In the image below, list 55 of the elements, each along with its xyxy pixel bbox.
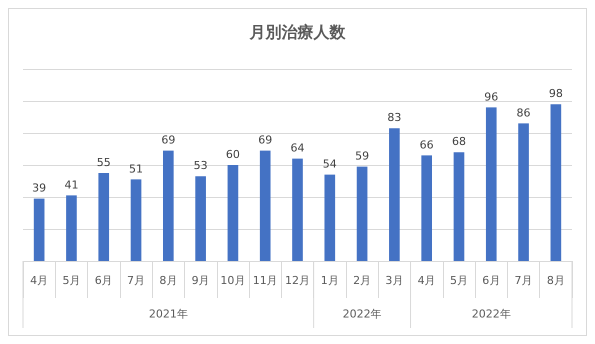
data-label: 83 bbox=[387, 111, 402, 124]
bar bbox=[324, 174, 336, 261]
bar bbox=[228, 165, 238, 261]
x-tick-label: 5月 bbox=[62, 274, 80, 287]
x-tick-label: 2月 bbox=[353, 274, 372, 287]
bar bbox=[260, 150, 271, 261]
bar bbox=[130, 179, 142, 261]
text: 2022年 bbox=[472, 308, 511, 320]
bar bbox=[421, 155, 432, 261]
bar bbox=[550, 104, 562, 261]
bar bbox=[98, 173, 110, 261]
data-label: 68 bbox=[452, 135, 466, 148]
data-label: 96 bbox=[484, 90, 498, 104]
x-tick-label: 5月 bbox=[450, 274, 468, 287]
x-tick-label: 7月 bbox=[514, 274, 533, 287]
data-label: 86 bbox=[516, 106, 531, 120]
x-tick-label: 10月 bbox=[220, 274, 246, 287]
bar bbox=[486, 107, 497, 261]
text: 2022年 bbox=[342, 308, 382, 320]
data-label: 66 bbox=[420, 138, 434, 152]
chart-title: 月別治療人数 bbox=[248, 22, 346, 42]
x-tick-label: 3月 bbox=[385, 274, 404, 287]
x-tick-label: 9月 bbox=[192, 274, 210, 287]
bar bbox=[66, 195, 77, 261]
x-tick-label: 11月 bbox=[252, 274, 278, 287]
bar bbox=[518, 123, 529, 261]
data-label: 41 bbox=[64, 178, 78, 192]
data-label: 51 bbox=[129, 162, 144, 176]
data-label: 53 bbox=[194, 159, 208, 172]
bar bbox=[356, 166, 368, 261]
data-label: 64 bbox=[290, 142, 304, 155]
x-tick-label: 6月 bbox=[94, 274, 113, 287]
bar bbox=[454, 152, 464, 261]
data-label: 69 bbox=[161, 134, 176, 147]
bar bbox=[292, 158, 303, 261]
data-label: 69 bbox=[258, 134, 272, 147]
x-tick-label: 7月 bbox=[127, 274, 146, 287]
data-label: 60 bbox=[226, 148, 240, 161]
data-label: 59 bbox=[355, 150, 370, 163]
data-label: 39 bbox=[32, 182, 46, 195]
x-tick-label: 6月 bbox=[482, 274, 500, 287]
x-tick-label: 1月 bbox=[320, 274, 339, 287]
x-tick-label: 4月 bbox=[418, 274, 436, 287]
data-label: 54 bbox=[322, 158, 337, 171]
bar bbox=[195, 176, 206, 261]
bar bbox=[162, 150, 174, 261]
x-tick-label: 8月 bbox=[159, 274, 178, 287]
x-tick-label: 8月 bbox=[546, 274, 565, 287]
x-tick-label: 12月 bbox=[285, 274, 310, 287]
x-tick-label: 4月 bbox=[30, 274, 48, 287]
bar bbox=[34, 198, 44, 261]
bar bbox=[389, 128, 400, 261]
data-label: 55 bbox=[96, 156, 111, 169]
data-label: 98 bbox=[548, 87, 563, 100]
text: 2021年 bbox=[148, 308, 188, 320]
